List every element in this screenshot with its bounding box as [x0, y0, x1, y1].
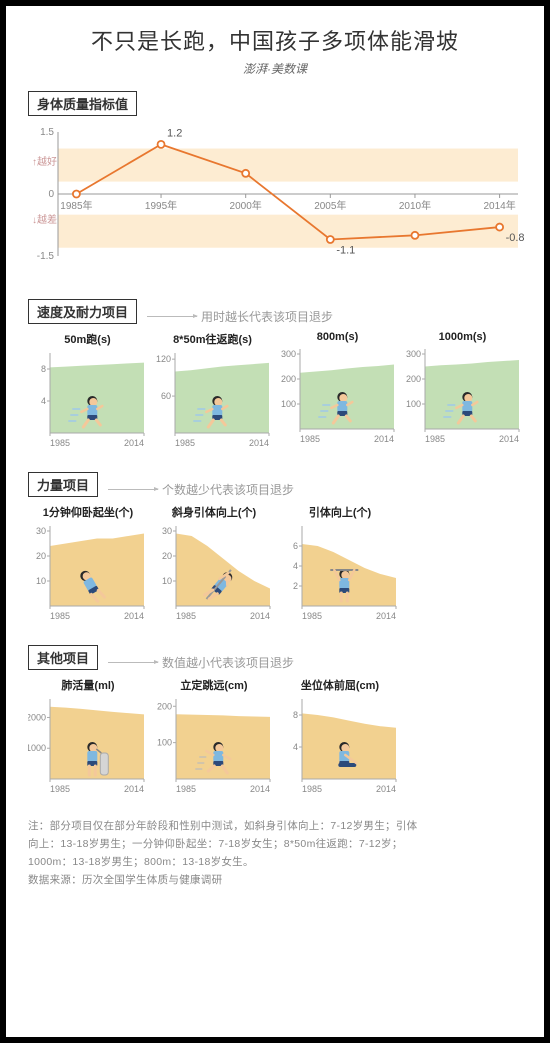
svg-text:2014: 2014 [250, 611, 270, 621]
mini-chart-title: 立定跳远(cm) [154, 677, 274, 693]
main-chart-label: 身体质量指标值 [28, 91, 137, 116]
section-label: 速度及耐力项目 [28, 299, 137, 324]
section-hint: 用时越长代表该项目退步 [147, 308, 333, 325]
svg-text:1000: 1000 [28, 743, 46, 753]
svg-text:1985: 1985 [300, 434, 320, 444]
mini-chart: 8*50m往返跑(s) 60 120 1985 2014 [153, 331, 272, 454]
svg-text:100: 100 [281, 399, 296, 409]
subtitle: 澎湃·美数课 [28, 60, 522, 77]
mini-chart-title: 50m跑(s) [28, 331, 147, 347]
svg-text:2014: 2014 [124, 438, 144, 448]
mini-chart: 1000m(s) 100 200 300 1985 2014 [403, 331, 522, 454]
mini-chart: 引体向上(个) 2 4 6 1985 2014 [280, 504, 400, 627]
svg-text:2014: 2014 [124, 784, 144, 794]
svg-text:8: 8 [41, 364, 46, 374]
mini-chart: 肺活量(ml) 1000 2000 1985 2014 [28, 677, 148, 800]
svg-text:20: 20 [36, 551, 46, 561]
svg-text:-1.1: -1.1 [336, 244, 355, 256]
svg-text:1985: 1985 [176, 784, 196, 794]
svg-text:200: 200 [281, 374, 296, 384]
svg-text:2005年: 2005年 [314, 199, 346, 212]
svg-text:1985: 1985 [50, 784, 70, 794]
mini-chart-title: 1000m(s) [403, 331, 522, 343]
svg-text:200: 200 [406, 374, 421, 384]
svg-text:200: 200 [157, 701, 172, 711]
svg-text:1995年: 1995年 [145, 199, 177, 212]
mini-chart-title: 800m(s) [278, 331, 397, 343]
svg-text:1985: 1985 [425, 434, 445, 444]
section-hint: 数值越小代表该项目退步 [108, 654, 294, 671]
svg-text:-0.8: -0.8 [506, 232, 525, 244]
svg-text:1.2: 1.2 [167, 127, 182, 139]
svg-text:4: 4 [293, 561, 298, 571]
main-title: 不只是长跑，中国孩子多项体能滑坡 [28, 24, 522, 56]
svg-text:2014: 2014 [376, 784, 396, 794]
mini-chart: 斜身引体向上(个) 10 20 30 1985 2014 [154, 504, 274, 627]
svg-text:2014年: 2014年 [483, 199, 515, 212]
svg-text:1985: 1985 [176, 611, 196, 621]
svg-text:100: 100 [157, 738, 172, 748]
footnote-text: 注：部分项目仅在部分年龄段和性别中测试，如斜身引体向上：7-12岁男生；引体向上… [28, 818, 522, 889]
svg-text:300: 300 [406, 349, 421, 359]
svg-text:1985: 1985 [50, 438, 70, 448]
svg-text:-1.5: -1.5 [37, 251, 55, 262]
mini-chart: 坐位体前屈(cm) 4 8 1985 2014 [280, 677, 400, 800]
section-label: 力量项目 [28, 472, 98, 497]
svg-text:2014: 2014 [249, 438, 269, 448]
svg-text:8: 8 [293, 710, 298, 720]
svg-text:2000年: 2000年 [230, 199, 262, 212]
svg-text:2: 2 [293, 581, 298, 591]
mini-chart: 1分钟仰卧起坐(个) 10 20 30 1985 2014 [28, 504, 148, 627]
svg-text:1985: 1985 [302, 611, 322, 621]
main-line-chart: -1.5 0 1.5 ↑越好 ↓越差1985年 1995年 2000年 2005年 2010年 2… [28, 126, 522, 281]
mini-chart-title: 肺活量(ml) [28, 677, 148, 693]
svg-text:2010年: 2010年 [399, 199, 431, 212]
svg-text:1.5: 1.5 [40, 127, 54, 138]
svg-text:2014: 2014 [374, 434, 394, 444]
svg-text:0: 0 [48, 189, 54, 200]
svg-text:20: 20 [162, 551, 172, 561]
mini-chart-title: 坐位体前屈(cm) [280, 677, 400, 693]
mini-chart-title: 引体向上(个) [280, 504, 400, 520]
svg-text:2014: 2014 [499, 434, 519, 444]
svg-text:1985年: 1985年 [60, 199, 92, 212]
section-hint: 个数越少代表该项目退步 [108, 481, 294, 498]
svg-text:4: 4 [293, 742, 298, 752]
svg-text:300: 300 [281, 349, 296, 359]
svg-text:2014: 2014 [124, 611, 144, 621]
svg-text:1985: 1985 [302, 784, 322, 794]
infographic-frame: 不只是长跑，中国孩子多项体能滑坡 澎湃·美数课 身体质量指标值 -1.5 0 1.5… [0, 0, 550, 1043]
svg-text:4: 4 [41, 396, 46, 406]
mini-chart-title: 1分钟仰卧起坐(个) [28, 504, 148, 520]
svg-text:100: 100 [406, 399, 421, 409]
mini-chart-title: 斜身引体向上(个) [154, 504, 274, 520]
mini-chart-title: 8*50m往返跑(s) [153, 331, 272, 347]
svg-text:120: 120 [156, 354, 171, 364]
section-label: 其他项目 [28, 645, 98, 670]
mini-chart: 立定跳远(cm) 100 200 1985 2014 [154, 677, 274, 800]
mini-chart: 50m跑(s) 4 8 1985 2014 [28, 331, 147, 454]
svg-text:30: 30 [162, 526, 172, 536]
svg-text:↓越差: ↓越差 [32, 213, 57, 226]
svg-text:30: 30 [36, 526, 46, 536]
svg-text:1985: 1985 [175, 438, 195, 448]
svg-text:↑越好: ↑越好 [32, 155, 57, 168]
svg-text:10: 10 [162, 576, 172, 586]
svg-text:1985: 1985 [50, 611, 70, 621]
mini-chart: 800m(s) 100 200 300 1985 2014 [278, 331, 397, 454]
svg-text:6: 6 [293, 541, 298, 551]
svg-text:60: 60 [161, 391, 171, 401]
svg-text:2014: 2014 [250, 784, 270, 794]
svg-text:2000: 2000 [28, 712, 46, 722]
svg-text:2014: 2014 [376, 611, 396, 621]
svg-text:10: 10 [36, 576, 46, 586]
